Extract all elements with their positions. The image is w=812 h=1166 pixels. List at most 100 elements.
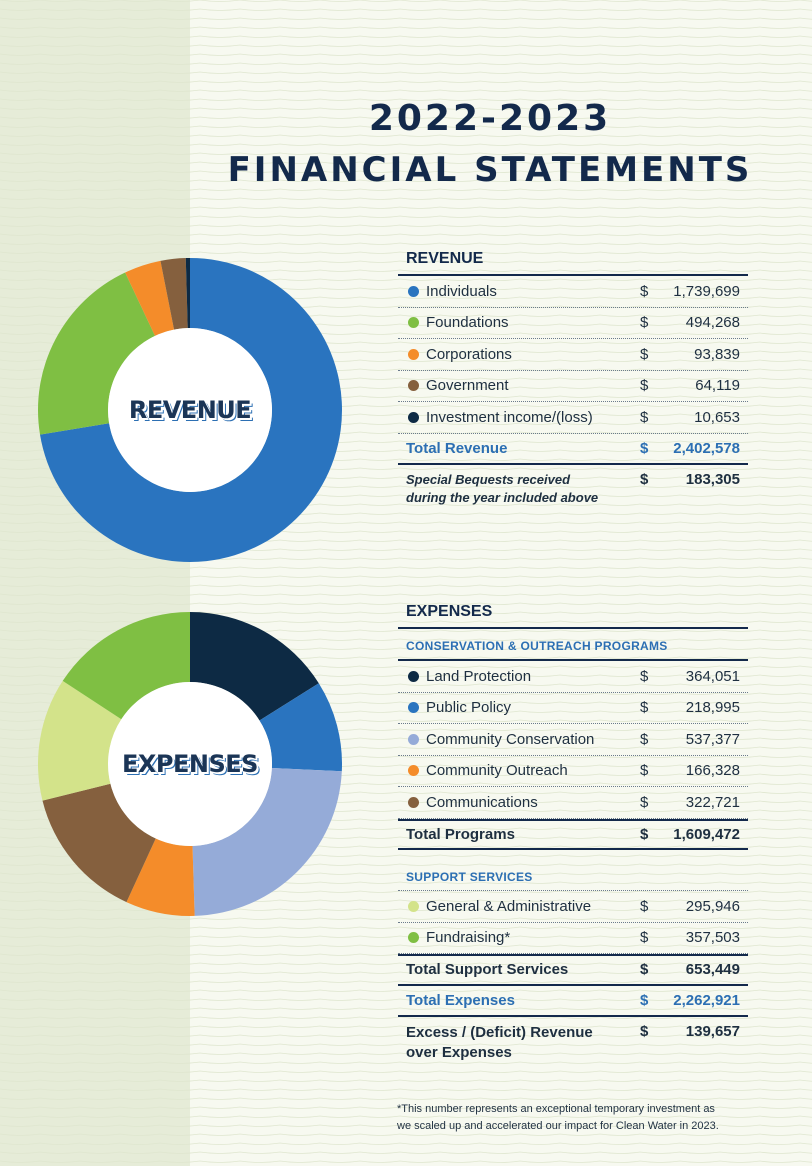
wave-line xyxy=(0,188,812,191)
legend-dot-icon xyxy=(408,796,419,808)
wave-line xyxy=(0,908,812,911)
row-amount: 322,721 xyxy=(685,793,740,811)
row-label-text: Community Outreach xyxy=(426,762,568,780)
row-label-text: Government xyxy=(426,377,509,395)
wave-line xyxy=(0,1043,812,1046)
wave-line xyxy=(0,80,812,83)
row-label: Communications xyxy=(398,794,640,811)
total-revenue-row: Total Revenue $ 2,402,578 xyxy=(398,434,748,465)
wave-line xyxy=(0,1142,812,1145)
wave-line xyxy=(0,251,812,254)
excess-revenue-line2: over Expenses xyxy=(406,1044,512,1061)
revenue-heading: REVENUE xyxy=(398,250,748,276)
wave-line xyxy=(0,602,812,605)
table-row: Government $64,119 xyxy=(398,371,748,402)
footnote-line2: we scaled up and accelerated our impact … xyxy=(397,1120,719,1132)
table-row: Investment income/(loss) $10,653 xyxy=(398,402,748,434)
row-amount: 537,377 xyxy=(685,730,740,748)
wave-line xyxy=(0,152,812,155)
legend-dot-icon xyxy=(408,765,419,777)
expenses-heading: EXPENSES xyxy=(398,603,748,629)
donut-slice-investment-income-loss xyxy=(185,258,190,329)
excess-revenue-row: Excess / (Deficit) Revenue over Expenses… xyxy=(398,1017,748,1063)
currency-sign: $ xyxy=(640,282,649,300)
donut-slice-communications xyxy=(42,783,156,903)
currency-sign: $ xyxy=(640,1023,649,1040)
wave-line xyxy=(0,0,812,2)
wave-line xyxy=(0,584,812,587)
wave-line xyxy=(0,170,812,173)
row-label: Government xyxy=(398,377,640,394)
revenue-donut-chart: REVENUE xyxy=(0,238,380,583)
wave-line xyxy=(0,62,812,65)
legend-dot-icon xyxy=(408,900,419,912)
row-label-text: Communications xyxy=(426,793,538,811)
total-expenses-row: Total Expenses $ 2,262,921 xyxy=(398,986,748,1017)
row-label: General & Administrative xyxy=(398,898,640,915)
legend-dot-icon xyxy=(408,411,419,423)
programs-heading: CONSERVATION & OUTREACH PROGRAMS xyxy=(398,629,748,661)
row-label: Public Policy xyxy=(398,699,640,716)
wave-line xyxy=(0,1052,812,1055)
total-support-label: Total Support Services xyxy=(406,961,569,979)
table-row: Foundations $494,268 xyxy=(398,308,748,339)
revenue-donut-svg xyxy=(38,258,343,562)
wave-line xyxy=(0,215,812,218)
table-row: Fundraising* $357,503 xyxy=(398,923,748,954)
wave-line xyxy=(0,557,812,560)
wave-line xyxy=(0,935,812,938)
total-programs-amount: 1,609,472 xyxy=(673,825,740,843)
total-support-row: Total Support Services $ 653,449 xyxy=(398,954,748,986)
wave-line xyxy=(0,1034,812,1037)
wave-line xyxy=(0,242,812,245)
currency-sign: $ xyxy=(640,825,649,843)
wave-line xyxy=(0,107,812,110)
donut-slice-general-administrative xyxy=(38,680,122,801)
legend-dot-icon xyxy=(408,317,419,329)
wave-line xyxy=(0,161,812,164)
wave-line xyxy=(0,1016,812,1019)
total-programs-label: Total Programs xyxy=(406,825,515,843)
row-label-text: Fundraising* xyxy=(426,929,511,947)
wave-line xyxy=(0,1106,812,1109)
wave-line xyxy=(0,1151,812,1154)
donut-slice-land-protection xyxy=(190,612,319,721)
wave-line xyxy=(0,89,812,92)
wave-line xyxy=(0,980,812,983)
wave-line xyxy=(0,224,812,227)
currency-sign: $ xyxy=(640,897,649,915)
legend-dot-icon xyxy=(408,702,419,714)
total-revenue-amount: 2,402,578 xyxy=(673,439,740,457)
currency-sign: $ xyxy=(640,991,649,1009)
legend-dot-icon xyxy=(408,932,419,944)
row-label-text: Community Conservation xyxy=(426,730,595,748)
donut-slice-corporations xyxy=(125,260,175,336)
row-amount: 218,995 xyxy=(685,699,740,717)
wave-line xyxy=(0,1079,812,1082)
currency-sign: $ xyxy=(640,471,649,488)
footnote-line1: *This number represents an exceptional t… xyxy=(397,1103,715,1115)
row-label-text: Individuals xyxy=(426,282,497,300)
wave-line xyxy=(0,44,812,47)
legend-dot-icon xyxy=(408,285,419,297)
wave-line xyxy=(0,53,812,56)
row-label: Investment income/(loss) xyxy=(398,409,640,426)
wave-line xyxy=(0,1025,812,1028)
currency-sign: $ xyxy=(640,929,649,947)
wave-line xyxy=(0,1124,812,1127)
special-bequests-amount: 183,305 xyxy=(685,471,740,488)
donut-slice-community-conservation xyxy=(192,767,342,916)
table-row: Community Outreach $166,328 xyxy=(398,756,748,787)
special-bequests-label: Special Bequests received during the yea… xyxy=(398,471,640,507)
total-expenses-label: Total Expenses xyxy=(406,991,515,1009)
wave-line xyxy=(0,962,812,965)
row-amount: 1,739,699 xyxy=(673,282,740,300)
row-amount: 64,119 xyxy=(695,377,740,395)
wave-line xyxy=(0,179,812,182)
revenue-table: REVENUE Individuals $1,739,699 Foundations… xyxy=(398,250,748,511)
table-row: General & Administrative $295,946 xyxy=(398,891,748,923)
row-label-text: Land Protection xyxy=(426,667,532,685)
currency-sign: $ xyxy=(640,408,649,426)
wave-line xyxy=(0,17,812,20)
row-amount: 10,653 xyxy=(694,408,740,426)
